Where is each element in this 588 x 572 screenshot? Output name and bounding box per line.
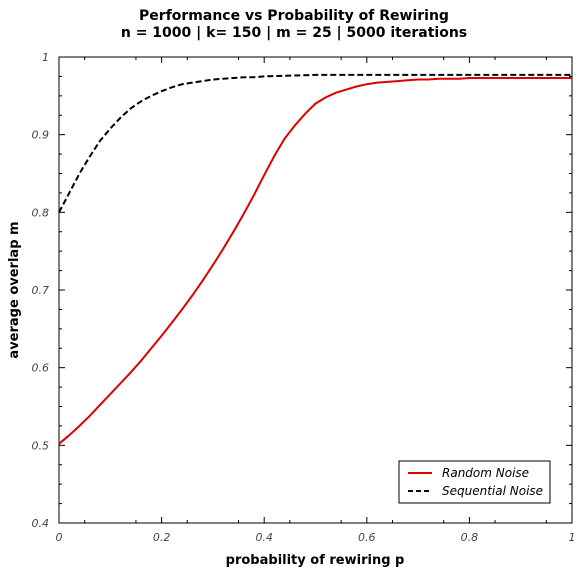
x-tick-label: 0 <box>56 531 63 544</box>
y-tick-label: 1 <box>42 51 49 64</box>
legend-label-random-noise: Random Noise <box>442 466 529 480</box>
x-tick-label: 0.4 <box>255 531 273 544</box>
y-tick-label: 0.4 <box>32 517 50 530</box>
plot-frame <box>59 57 572 523</box>
series-lines <box>59 75 572 444</box>
y-axis-label: average overlap m <box>7 221 22 358</box>
x-tick-label: 0.2 <box>153 531 171 544</box>
chart-title: Performance vs Probability of Rewiring <box>139 8 449 24</box>
x-tick-label: 1 <box>569 531 576 544</box>
series-line-sequential-noise <box>59 75 572 212</box>
y-tick-label: 0.9 <box>32 129 50 142</box>
y-tick-label: 0.6 <box>32 362 50 375</box>
y-tick-label: 0.7 <box>32 284 50 297</box>
chart-subtitle: n = 1000 | k= 150 | m = 25 | 5000 iterat… <box>121 25 467 41</box>
series-line-random-noise <box>59 78 572 444</box>
x-tick-label: 0.8 <box>461 531 479 544</box>
legend: Random Noise Sequential Noise <box>399 461 550 503</box>
y-tick-label: 0.8 <box>32 206 50 219</box>
x-axis-label: probability of rewiring p <box>226 553 405 568</box>
x-tick-label: 0.6 <box>358 531 376 544</box>
legend-label-sequential-noise: Sequential Noise <box>442 484 543 498</box>
y-tick-label: 0.5 <box>32 439 50 452</box>
